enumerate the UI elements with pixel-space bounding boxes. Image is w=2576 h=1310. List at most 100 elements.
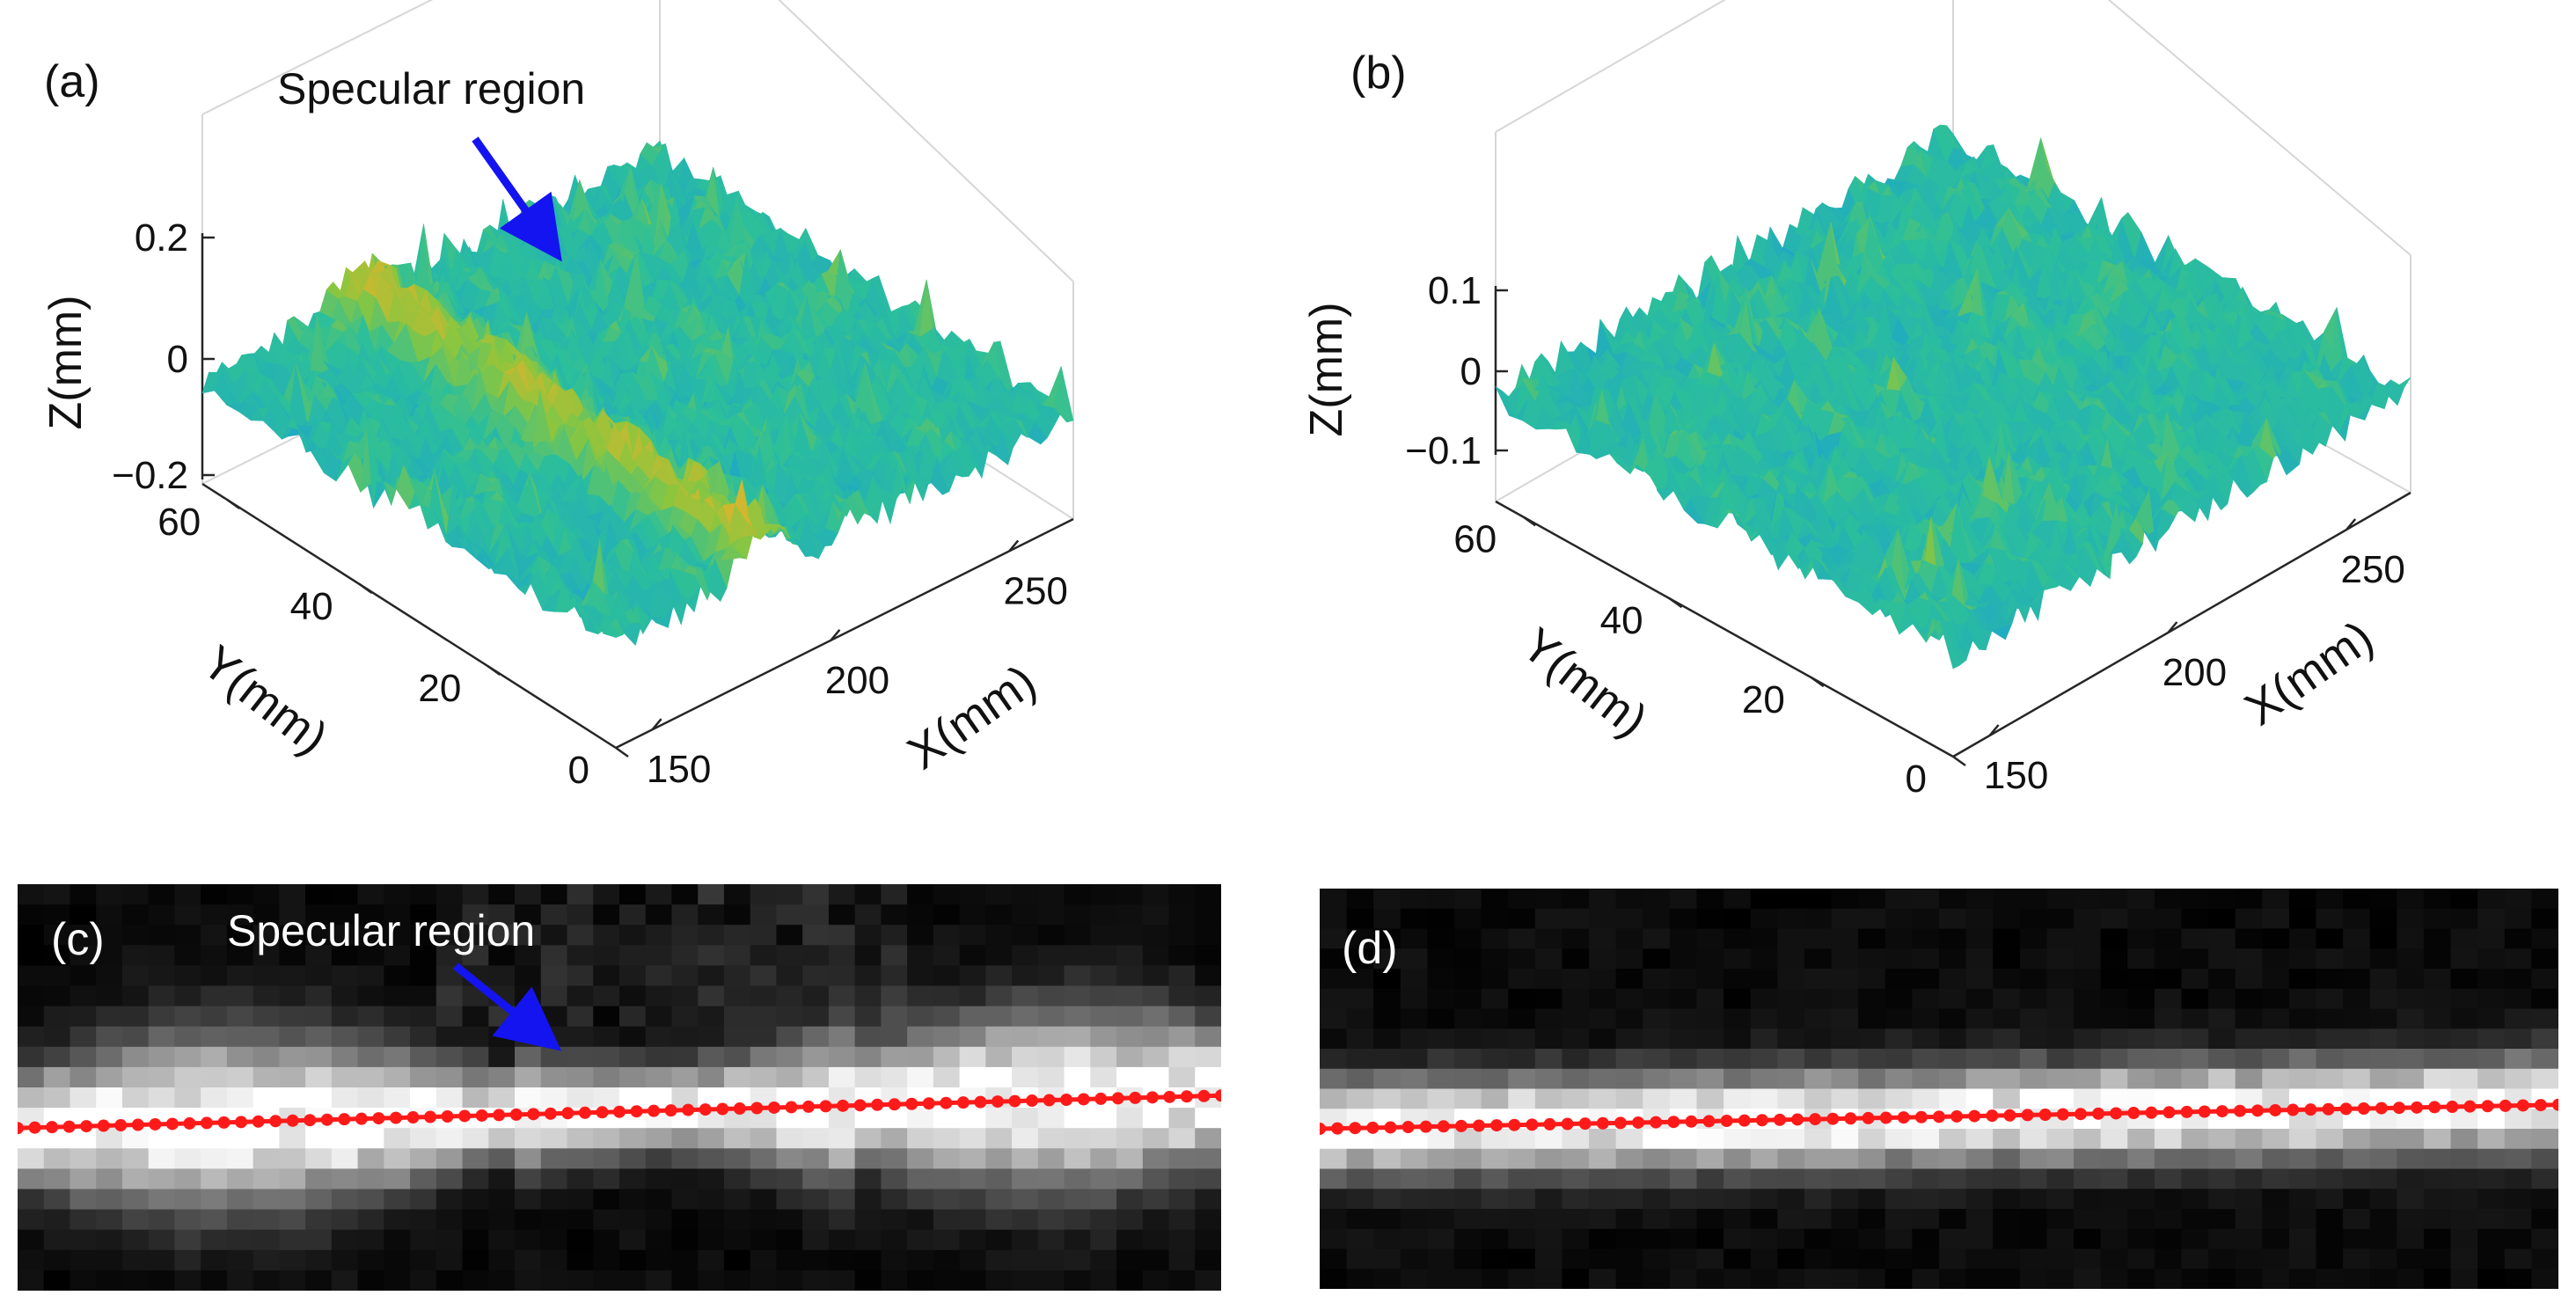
panelD-centerline-point: [1384, 1121, 1397, 1134]
panelC-centerline-point: [389, 1111, 402, 1124]
x-tick-250: [2345, 518, 2357, 531]
y-tick-60: [1522, 516, 1536, 527]
x-tick-label-200: 200: [825, 659, 889, 702]
y-tick-label-20: 20: [1742, 678, 1785, 721]
panelD-centerline-point: [2534, 1099, 2547, 1112]
panelC-centerline-point: [97, 1119, 110, 1132]
panelD-centerline-point: [1755, 1114, 1768, 1127]
y-tick-label-0: 0: [568, 749, 589, 792]
panel-d-label: (d): [1342, 923, 1398, 974]
panelD-centerline-point: [2446, 1101, 2459, 1114]
x-tick-label-250: 250: [2340, 548, 2404, 591]
panelC-centerline-point: [750, 1101, 764, 1115]
panelD-centerline-point: [2481, 1100, 2494, 1113]
panelC-centerline-point: [475, 1109, 488, 1122]
panelC-centerline-point: [922, 1097, 935, 1110]
panelC-centerline-point: [837, 1099, 850, 1112]
z-tick-label-0: 0: [167, 338, 188, 381]
panelD-centerline-point: [1986, 1109, 1999, 1123]
panelD-centerline-point: [2180, 1105, 2193, 1118]
x-tick-label-150: 150: [647, 748, 711, 791]
panelC-centerline-point: [664, 1104, 677, 1117]
panel-c-arrow: [453, 962, 562, 1051]
panelD-centerline-point: [1862, 1111, 1875, 1124]
panelD-centerline-point: [2215, 1105, 2228, 1118]
panelD-centerline-point: [1826, 1112, 1840, 1125]
panelD-centerline-point: [1419, 1120, 1432, 1133]
panelD-centerline-point: [1773, 1113, 1786, 1126]
panelC-centerline-point: [767, 1101, 780, 1114]
panelC-centerline-point: [355, 1112, 368, 1125]
panelC-centerline-point: [785, 1101, 798, 1114]
x-tick-200: [2167, 621, 2178, 633]
x-axis-line: [615, 517, 1074, 750]
panelD-centerline-point: [2056, 1108, 2069, 1121]
panelC-centerline-point: [1094, 1092, 1108, 1105]
panelC-centerline-point: [286, 1114, 299, 1127]
panelC-centerline-point: [62, 1120, 76, 1133]
panel-a-zlabel: Z(mm): [40, 295, 91, 429]
panelC-centerline-point: [544, 1107, 557, 1120]
panelD-centerline-point: [2304, 1103, 2317, 1116]
panel-c-label: (c): [51, 914, 105, 965]
panelD-centerline-point: [2233, 1104, 2246, 1117]
panelD-centerline-point: [1720, 1115, 1733, 1128]
y-tick-40: [1668, 597, 1683, 609]
panelD-centerline-point: [1667, 1116, 1680, 1129]
panelD-centerline-point: [2003, 1109, 2016, 1122]
panelC-centerline-point: [424, 1110, 437, 1123]
panelD-centerline-point: [1561, 1117, 1574, 1131]
panelD-centerline-point: [1543, 1117, 1556, 1131]
axes-box-edge: [2107, 0, 2411, 256]
panelC-centerline-point: [733, 1102, 746, 1116]
panelC-centerline-point: [18, 1122, 24, 1135]
panelC-centerline-point: [801, 1100, 815, 1113]
panel-c-annotation: Specular region: [227, 906, 535, 955]
panelC-centerline-point: [888, 1098, 901, 1111]
z-tick-label-0.1: 0.1: [1428, 269, 1482, 312]
panelC-centerline-point: [235, 1116, 248, 1129]
panelD-centerline-point: [1614, 1116, 1627, 1130]
x-tick-label-250: 250: [1003, 569, 1067, 612]
y-tick-label-20: 20: [418, 667, 461, 710]
panelD-centerline-point: [1401, 1121, 1415, 1134]
panelD-centerline-point: [2411, 1101, 2424, 1114]
panelC-centerline-point: [1060, 1093, 1073, 1106]
panelC-centerline-point: [1043, 1094, 1056, 1107]
panelD-centerline-point: [2110, 1107, 2123, 1120]
panelD-centerline-point: [1632, 1116, 1645, 1129]
panelC-centerline-point: [131, 1118, 144, 1131]
panelD-centerline-point: [2092, 1107, 2105, 1120]
panelD-centerline-point: [2375, 1101, 2388, 1115]
axes-box-edge: [1495, 0, 1727, 133]
panelC-centerline-point: [1180, 1090, 1193, 1103]
panelC-centerline-point: [699, 1103, 712, 1116]
panelD-centerline-point: [1490, 1119, 1504, 1132]
panelD-centerline-point: [2038, 1109, 2052, 1122]
panelC-centerline-point: [458, 1109, 472, 1123]
axes-box-edge: [201, 0, 434, 115]
panelD-centerline-point: [1897, 1111, 1910, 1124]
panelC-centerline-point: [114, 1119, 128, 1132]
panelC-centerline-point: [183, 1116, 196, 1130]
panelC-centerline-point: [46, 1121, 59, 1134]
panelD-centerline-point: [1844, 1112, 1857, 1125]
panelD-centerline-point: [2552, 1098, 2558, 1111]
panelD-centerline-point: [2163, 1106, 2176, 1119]
y-tick-label-0: 0: [1906, 757, 1927, 801]
panel-b-xlabel: X(mm): [2236, 611, 2382, 736]
panelD-centerline-point: [2074, 1108, 2087, 1121]
y-tick-40: [358, 582, 373, 595]
panelC-centerline-point: [493, 1109, 506, 1122]
panel-b-ticks: 150 200 250 0 20 40 60 0.1 0 −0.1: [1405, 269, 2405, 801]
panelD-centerline-point: [2428, 1101, 2441, 1114]
axes-box-edge: [778, 0, 1074, 282]
panelD-centerline-point: [1879, 1111, 1892, 1124]
panelC-centerline-point: [1026, 1094, 1039, 1108]
panelD-centerline-point: [2127, 1107, 2141, 1120]
panelC-centerline-point: [441, 1110, 454, 1123]
panel-a-label: (a): [44, 56, 100, 107]
panelD-centerline-point: [1809, 1113, 1822, 1126]
